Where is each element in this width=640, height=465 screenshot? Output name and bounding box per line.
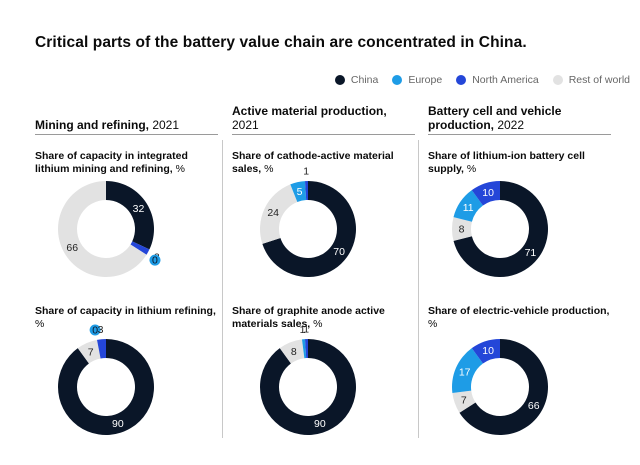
data-label: 10 xyxy=(482,345,494,357)
data-label: 1 xyxy=(303,166,309,178)
data-label: 8 xyxy=(459,224,465,236)
donut-segment-north-america xyxy=(471,181,500,206)
chart-title: Share of cathode-active material sales, xyxy=(232,150,394,175)
data-label: 5 xyxy=(297,186,303,198)
donut-segment-rest-of-world xyxy=(452,217,472,241)
data-label: 70 xyxy=(333,246,345,258)
chart-ev-production: Share of electric-vehicle production, % xyxy=(428,305,611,333)
column-year: 2021 xyxy=(149,118,180,132)
data-label: 66 xyxy=(66,242,78,254)
donut-segment-china xyxy=(260,339,356,435)
data-label: 7 xyxy=(88,346,94,358)
legend-swatch-europe xyxy=(392,75,403,85)
data-label: 0 xyxy=(152,255,158,267)
donut-lithium-refining: 90 7 0 3 xyxy=(57,324,154,435)
column-year: 2022 xyxy=(494,118,525,132)
column-year: 2021 xyxy=(232,118,259,132)
donut-segment-china xyxy=(106,181,154,250)
column-active-material: Active material production, 2021 xyxy=(232,100,415,135)
legend-label-europe: Europe xyxy=(408,74,443,86)
column-divider xyxy=(222,140,223,438)
chart-cathode: Share of cathode-active material sales, … xyxy=(232,150,415,178)
data-label: 3 xyxy=(98,324,104,336)
legend-item-north-america: North America xyxy=(456,74,539,86)
chart-unit: % xyxy=(428,317,438,330)
legend-item-rest-of-world: Rest of world xyxy=(552,74,630,86)
donut-segment-north-america xyxy=(130,241,150,255)
chart-title: Share of electric-vehicle production, xyxy=(428,305,610,317)
chart-unit: % xyxy=(35,317,45,330)
column-title: Battery cell and vehicle production, xyxy=(428,104,562,132)
legend-label-north-america: North America xyxy=(472,74,539,86)
donut-ev-production: 66 7 17 10 xyxy=(452,339,548,435)
chart-lithium-refining: Share of capacity in lithium refining, % xyxy=(35,305,218,333)
donut-segment-north-america xyxy=(304,339,308,359)
legend-swatch-rest-of-world xyxy=(552,75,563,85)
donut-segment-north-america xyxy=(471,339,500,364)
data-label: 90 xyxy=(112,418,124,430)
donut-segment-rest-of-world xyxy=(260,184,298,244)
chart-lithium-mining: Share of capacity in integrated lithium … xyxy=(35,150,218,178)
data-label: 1 xyxy=(303,324,309,336)
column-title: Mining and refining, xyxy=(35,118,149,132)
data-label: 0 xyxy=(92,325,98,337)
chart-title: Share of capacity in lithium refining, xyxy=(35,305,216,317)
donut-battery-cell: 71 8 11 10 xyxy=(452,181,548,277)
legend-label-rest-of-world: Rest of world xyxy=(568,74,630,86)
column-header-battery-cell: Battery cell and vehicle production, 202… xyxy=(428,100,611,135)
chart-unit: % xyxy=(172,162,185,175)
column-header-active-material: Active material production, 2021 xyxy=(232,100,415,135)
column-title: Active material production, xyxy=(232,104,387,118)
data-label: 90 xyxy=(314,418,326,430)
chart-unit: % xyxy=(310,317,323,330)
legend-label-china: China xyxy=(350,74,379,86)
legend-item-europe: Europe xyxy=(392,74,442,86)
donut-segment-china xyxy=(453,181,548,277)
donut-segment-europe xyxy=(453,190,483,222)
donut-segment-rest-of-world xyxy=(58,181,147,277)
data-label: 32 xyxy=(133,203,145,215)
legend-swatch-china xyxy=(334,75,345,85)
data-label: 71 xyxy=(525,247,537,259)
chart-unit: % xyxy=(463,162,477,175)
chart-title: Share of lithium-ion battery cell supply… xyxy=(428,150,585,175)
column-mining: Mining and refining, 2021 xyxy=(35,100,218,135)
donut-segment-europe xyxy=(452,348,483,394)
column-header-mining: Mining and refining, 2021 xyxy=(35,100,218,135)
chart-title: Share of graphite anode active materials… xyxy=(232,305,385,330)
zero-marker xyxy=(149,254,161,266)
donut-cathode: 70 24 51 xyxy=(260,166,356,277)
legend: China Europe North America Rest of world xyxy=(334,74,630,86)
donut-segment-china xyxy=(459,339,548,435)
donut-segment-europe xyxy=(301,339,307,359)
chart-title: Share of capacity in integrated lithium … xyxy=(35,150,188,175)
data-label: 17 xyxy=(459,366,471,378)
data-label: 11 xyxy=(463,202,474,214)
donut-segment-north-america xyxy=(304,181,308,201)
chart-battery-cell: Share of lithium-ion battery cell supply… xyxy=(428,150,611,178)
donut-segment-china xyxy=(57,339,154,435)
data-label: 7 xyxy=(461,395,467,407)
column-battery-cell: Battery cell and vehicle production, 202… xyxy=(428,100,611,135)
data-label: 10 xyxy=(482,187,494,199)
zero-marker xyxy=(89,324,101,336)
page-title: Critical parts of the battery value chai… xyxy=(35,34,527,51)
data-label: 24 xyxy=(267,207,279,219)
chart-graphite-anode: Share of graphite anode active materials… xyxy=(232,305,415,333)
donut-segment-north-america xyxy=(97,339,106,359)
donut-segment-rest-of-world xyxy=(279,339,305,364)
chart-unit: % xyxy=(261,162,274,175)
donut-segment-rest-of-world xyxy=(77,339,101,364)
legend-swatch-north-america xyxy=(456,75,467,85)
donut-lithium-mining: 322066 xyxy=(58,181,161,277)
donut-segment-china xyxy=(262,181,356,277)
data-label: 66 xyxy=(528,400,540,412)
donut-segment-rest-of-world xyxy=(452,390,476,413)
legend-item-china: China xyxy=(334,74,379,86)
data-label: 1 xyxy=(300,324,306,336)
donut-segment-europe xyxy=(290,181,307,203)
column-divider xyxy=(418,140,419,438)
data-label: 8 xyxy=(291,346,297,358)
